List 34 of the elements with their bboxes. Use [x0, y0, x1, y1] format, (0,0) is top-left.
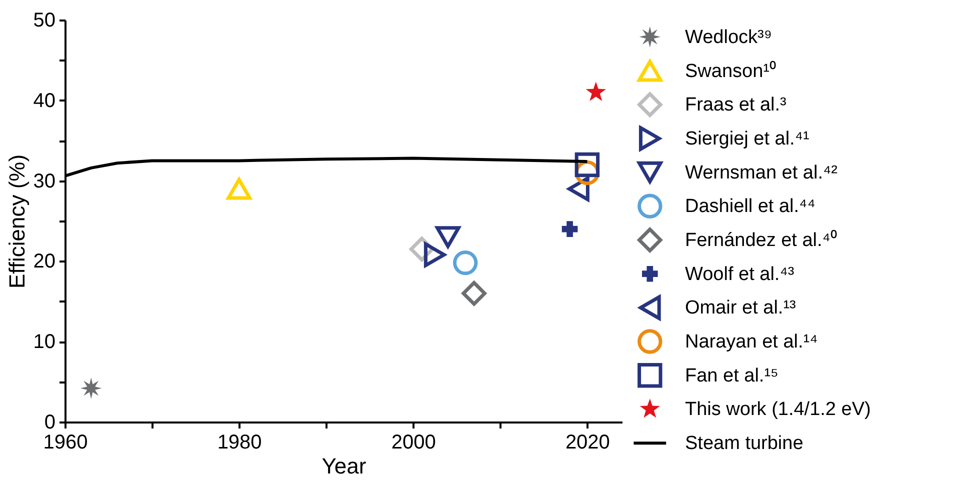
point — [436, 226, 460, 248]
point — [424, 242, 446, 268]
point — [462, 281, 486, 306]
y-tick-label: 30 — [33, 170, 56, 192]
legend-label: This work (1.4/1.2 eV) — [685, 399, 871, 420]
legend-label: Swanson¹⁰ — [685, 60, 776, 82]
point — [80, 378, 102, 399]
point — [574, 152, 600, 178]
legend-label: Dashiell et al.⁴⁴ — [685, 196, 816, 218]
x-axis-title: Year — [322, 454, 366, 478]
y-tick-label: 50 — [33, 10, 56, 32]
y-tick-label: 40 — [33, 90, 56, 112]
point — [226, 178, 252, 200]
y-tick-label: 10 — [33, 331, 56, 354]
y-tick-label: 0 — [44, 412, 56, 434]
x-tick-label: 2000 — [391, 432, 436, 454]
legend-label: Woolf et al.⁴³ — [685, 264, 794, 285]
point — [586, 82, 606, 101]
x-tick-label: 1980 — [217, 432, 262, 454]
legend-label: Omair et al.¹³ — [685, 298, 796, 319]
legend-label: Fernández et al.⁴⁰ — [685, 229, 838, 251]
legend-label: Wernsman et al.⁴² — [685, 162, 838, 184]
point — [452, 250, 478, 276]
point — [562, 221, 578, 237]
legend-label: Narayan et al.¹⁴ — [685, 332, 818, 353]
legend-label: Wedlock³⁹ — [685, 26, 772, 48]
legend-label: Fraas et al.³ — [685, 94, 786, 116]
x-tick-label: 1960 — [43, 432, 88, 454]
legend-label: Fan et al.¹⁵ — [685, 365, 778, 386]
y-tick-label: 20 — [33, 250, 56, 273]
x-tick-label: 2020 — [565, 432, 610, 454]
y-axis-title: Efficiency (%) — [4, 154, 30, 289]
legend-label: Siergiej et al.⁴¹ — [685, 128, 810, 150]
legend-label: Steam turbine — [685, 433, 804, 454]
